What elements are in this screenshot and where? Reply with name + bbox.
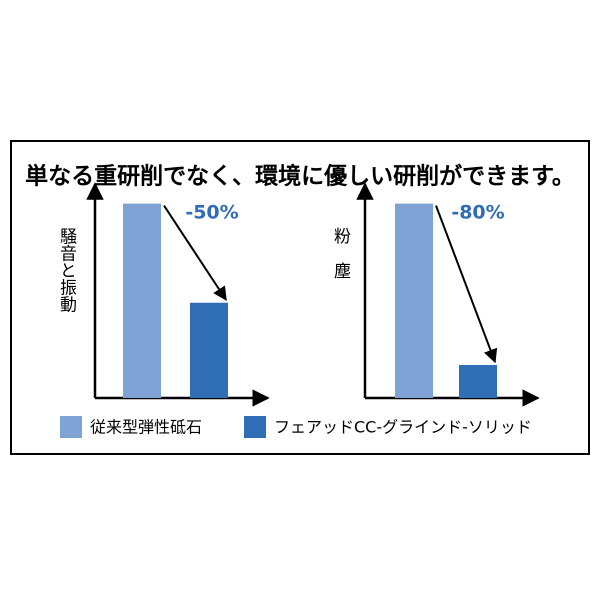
bar [190, 302, 228, 398]
reduction-arrow [435, 205, 498, 364]
legend-label: フェアッドCC-グラインド-ソリッド [274, 418, 532, 437]
legend-swatch [244, 416, 266, 438]
annotation: -50% [185, 202, 238, 224]
bar [395, 203, 433, 398]
reduction-arrow [163, 205, 227, 301]
legend-swatch [60, 416, 82, 438]
y-axis-label: 騒音と振動 [56, 227, 77, 313]
bar [123, 203, 161, 398]
frame [10, 140, 590, 455]
y-axis-label: 粉塵 [330, 227, 351, 297]
annotation: -80% [451, 202, 504, 224]
chart-title: 単なる重研削でなく、環境に優しい研削ができます。 [25, 163, 575, 190]
bar [459, 364, 497, 398]
legend-label: 従来型弾性砥石 [90, 418, 202, 437]
